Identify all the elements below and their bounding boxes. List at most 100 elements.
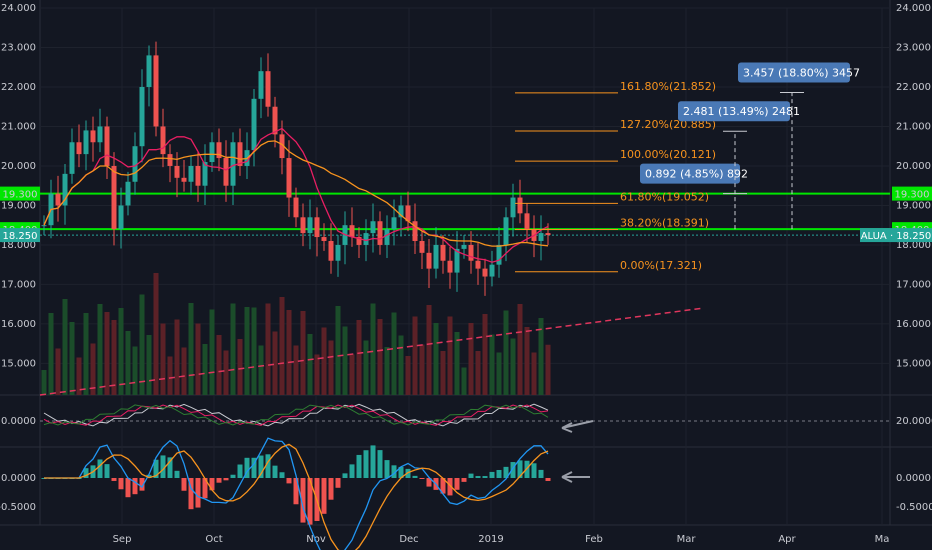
y-tick-right: 24.000 — [896, 3, 931, 14]
volume-bar — [48, 313, 54, 395]
macd-histogram-bar — [426, 478, 432, 487]
macd-histogram-bar — [279, 472, 285, 478]
candle-body — [265, 71, 271, 107]
y-tick-left: 18.000 — [1, 240, 36, 251]
macd-histogram-bar — [237, 464, 243, 478]
volume-bar — [468, 323, 474, 395]
macd-histogram-bar — [482, 476, 488, 478]
y-tick-right: 20.000 — [896, 161, 931, 172]
macd-histogram-bar — [398, 466, 404, 478]
volume-bar — [132, 346, 138, 395]
candle-body — [300, 217, 306, 234]
volume-bar — [398, 335, 404, 395]
candle-body — [216, 142, 222, 159]
candle-body — [496, 244, 502, 265]
last-price-right-text: ALUA · 18.250 — [861, 231, 932, 242]
volume-bar — [531, 352, 537, 395]
candle-body — [510, 197, 516, 218]
macd-histogram-bar — [377, 450, 383, 478]
candle-body — [237, 142, 243, 166]
macd-histogram-bar — [97, 459, 103, 478]
candle-body — [118, 205, 124, 230]
candle-body — [349, 225, 355, 238]
volume-bar — [272, 331, 278, 395]
candle-body — [538, 233, 544, 241]
candle-body — [286, 158, 292, 198]
volume-bar — [244, 307, 250, 395]
candle-body — [272, 106, 278, 135]
candle-body — [62, 173, 68, 206]
macd-histogram-bar — [111, 478, 117, 481]
candle-body — [167, 154, 173, 166]
moving-average-line — [43, 127, 549, 263]
volume-bar — [181, 347, 187, 395]
candle-body — [55, 193, 61, 206]
macd-histogram-bar — [545, 478, 551, 481]
macd-histogram-bar — [384, 460, 390, 478]
macd-histogram-bar — [356, 454, 362, 478]
macd-histogram-bar — [153, 459, 159, 478]
candle-body — [489, 264, 495, 277]
last-price-left-text: 18.250 — [3, 231, 38, 242]
volume-bar — [538, 318, 544, 395]
candle-body — [132, 146, 138, 182]
volume-bar — [251, 307, 257, 395]
candle-body — [475, 260, 481, 269]
level-tag-right-text: 19.300 — [895, 190, 930, 201]
fib-label: 127.20%(20.885) — [620, 118, 716, 131]
oscillator-line — [43, 403, 549, 427]
y-tick-right: 17.000 — [896, 279, 931, 290]
x-tick: Mar — [677, 534, 697, 545]
volume-bar — [146, 335, 152, 395]
x-tick: 2019 — [478, 534, 503, 545]
volume-bar — [90, 343, 96, 395]
y-tick-left: 15.000 — [1, 358, 36, 369]
macd-histogram-bar — [118, 478, 124, 490]
candle-body — [454, 248, 460, 273]
candle-body — [251, 98, 257, 151]
last-price-tag-right — [860, 228, 932, 243]
volume-bar — [517, 304, 523, 395]
macd-histogram-bar — [328, 478, 334, 500]
macd-histogram-bar — [503, 466, 509, 478]
volume-bar — [118, 308, 124, 395]
macd-histogram-bar — [223, 478, 229, 481]
macd-histogram-bar — [244, 457, 250, 478]
macd-histogram-bar — [188, 478, 194, 510]
macd-tick-right: 0.0000 — [896, 473, 931, 484]
macd-histogram-bar — [419, 478, 425, 479]
projection-box — [640, 163, 740, 184]
volume-bar — [55, 348, 61, 395]
y-tick-left: 19.000 — [1, 200, 36, 211]
candle-body — [104, 126, 110, 166]
candle-body — [146, 55, 152, 87]
volume-bar — [286, 310, 292, 395]
volume-bar — [496, 352, 502, 395]
macd-histogram-bar — [349, 464, 355, 478]
macd-histogram-bar — [83, 468, 89, 478]
trend-line — [39, 307, 704, 396]
volume-bar — [209, 309, 215, 395]
fib-label: 100.00%(20.121) — [620, 148, 716, 161]
macd-histogram-bar — [167, 457, 173, 478]
y-tick-right: 23.000 — [896, 42, 931, 53]
macd-histogram-bar — [251, 457, 257, 478]
macd-histogram-bar — [181, 478, 187, 491]
candle-body — [188, 165, 194, 182]
macd-histogram-bar — [412, 475, 418, 478]
volume-bar — [363, 340, 369, 395]
projection-box — [738, 62, 850, 83]
volume-bar — [447, 316, 453, 395]
projection-label: 2.481 (13.49%) 2481 — [683, 105, 800, 118]
y-tick-right: 19.000 — [896, 200, 931, 211]
volume-bar — [321, 327, 327, 395]
macd-histogram-bar — [293, 478, 299, 505]
candle-body — [328, 240, 334, 261]
volume-bar — [342, 326, 348, 395]
volume-bar — [167, 356, 173, 395]
volume-bar — [300, 311, 306, 395]
candle-body — [321, 237, 327, 241]
volume-bar — [139, 294, 145, 395]
volume-bar — [188, 303, 194, 395]
